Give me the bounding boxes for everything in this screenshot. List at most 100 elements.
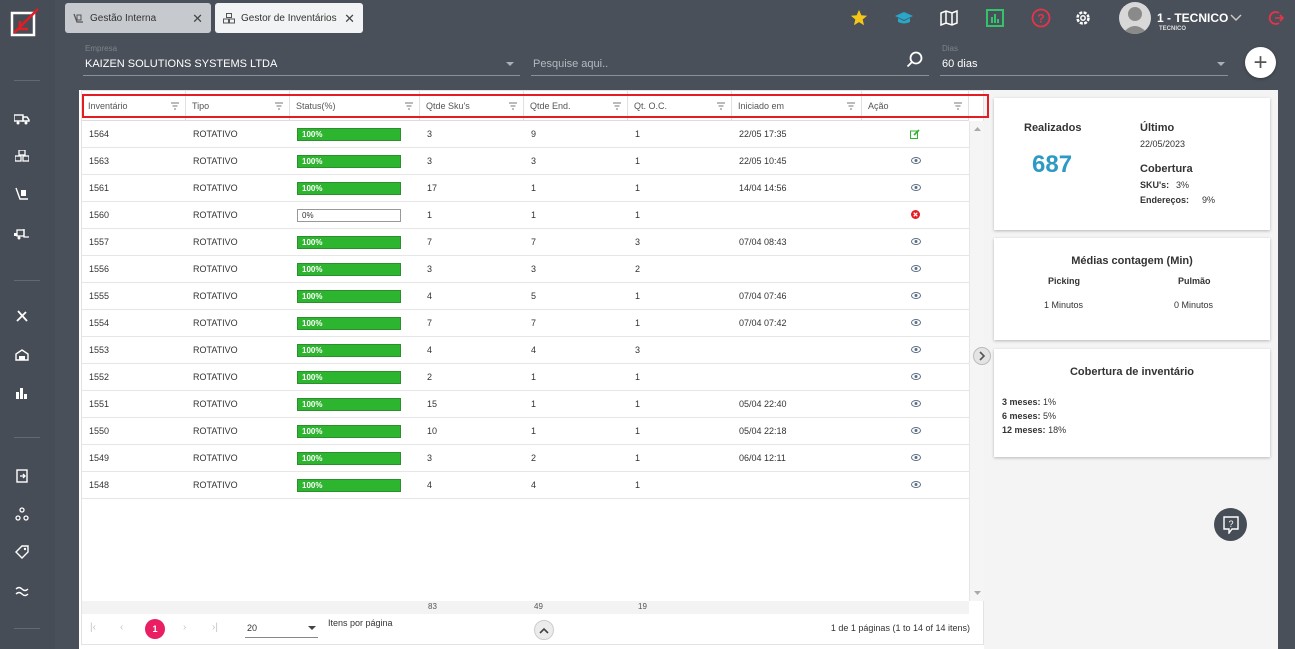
- map-icon[interactable]: [938, 7, 960, 29]
- sidebar-separator: [14, 80, 40, 81]
- close-icon[interactable]: ✕: [344, 11, 355, 26]
- column-header-status[interactable]: Status(%): [290, 91, 420, 121]
- help-circle-icon[interactable]: ?: [1030, 7, 1052, 29]
- caret-down-icon[interactable]: [506, 62, 514, 66]
- table-row[interactable]: 1551 ROTATIVO 15 1 1 05/04 22:40 100%: [82, 391, 969, 418]
- boxes-icon[interactable]: [12, 147, 32, 165]
- tools-icon[interactable]: [12, 307, 32, 325]
- filter-icon[interactable]: [405, 102, 413, 110]
- scroll-up-icon[interactable]: [974, 126, 981, 131]
- table-row[interactable]: 1560 ROTATIVO 1 1 1 0%: [82, 202, 969, 229]
- column-header-tipo[interactable]: Tipo: [186, 91, 290, 121]
- app-logo[interactable]: [8, 5, 42, 39]
- user-role: TECNICO: [1159, 26, 1186, 32]
- cell-inventario: 1560: [89, 210, 110, 220]
- filter-icon[interactable]: [613, 102, 621, 110]
- column-header-acao[interactable]: Ação: [862, 91, 969, 121]
- add-button[interactable]: +: [1245, 47, 1276, 78]
- page-size-select[interactable]: 20: [247, 623, 258, 633]
- avatar[interactable]: [1119, 2, 1151, 34]
- eye-icon[interactable]: [911, 156, 921, 166]
- export-icon[interactable]: [12, 467, 32, 485]
- user-name[interactable]: 1 - TECNICO: [1157, 11, 1229, 25]
- column-header-qtde-skus[interactable]: Qtde Sku's: [420, 91, 524, 121]
- warehouse-icon[interactable]: [12, 346, 32, 364]
- eye-icon[interactable]: [911, 318, 921, 328]
- edit-icon[interactable]: [910, 129, 920, 139]
- network-icon[interactable]: [12, 505, 32, 523]
- cell-tipo: ROTATIVO: [193, 291, 238, 301]
- table-row[interactable]: 1550 ROTATIVO 10 1 1 05/04 22:18 100%: [82, 418, 969, 445]
- eye-icon[interactable]: [911, 453, 921, 463]
- bar-chart-icon[interactable]: [12, 384, 32, 402]
- eye-icon[interactable]: [911, 264, 921, 274]
- search-input[interactable]: Pesquise aqui..: [533, 58, 609, 70]
- close-icon[interactable]: ✕: [192, 11, 203, 26]
- filter-icon[interactable]: [509, 102, 517, 110]
- report-chart-icon[interactable]: [984, 7, 1006, 29]
- tab-gestao-interna[interactable]: Gestão Interna ✕: [65, 3, 211, 33]
- medias-title: Médias contagem (Min): [1071, 255, 1193, 267]
- column-header-qtde-end[interactable]: Qtde End.: [524, 91, 628, 121]
- collapse-up-button[interactable]: [534, 620, 554, 640]
- last-page-icon[interactable]: ›|: [212, 622, 218, 633]
- table-row[interactable]: 1557 ROTATIVO 7 7 3 07/04 08:43 100%: [82, 229, 969, 256]
- filter-icon[interactable]: [717, 102, 725, 110]
- eye-icon[interactable]: [911, 237, 921, 247]
- scroll-down-icon[interactable]: [974, 591, 981, 596]
- logout-icon[interactable]: [1265, 7, 1287, 29]
- flow-icon[interactable]: [12, 582, 32, 600]
- filter-icon[interactable]: [954, 102, 962, 110]
- cell-qt-oc: 1: [635, 453, 641, 463]
- search-icon[interactable]: [906, 51, 924, 69]
- caret-down-icon[interactable]: [1217, 62, 1225, 66]
- table-row[interactable]: 1561 ROTATIVO 17 1 1 14/04 14:56 100%: [82, 175, 969, 202]
- eye-icon[interactable]: [911, 372, 921, 382]
- column-header-iniciado-em[interactable]: Iniciado em: [732, 91, 862, 121]
- column-header-qt-oc[interactable]: Qt. O.C.: [628, 91, 732, 121]
- table-row[interactable]: 1555 ROTATIVO 4 5 1 07/04 07:46 100%: [82, 283, 969, 310]
- eye-icon[interactable]: [911, 399, 921, 409]
- eye-icon[interactable]: [911, 183, 921, 193]
- filter-icon[interactable]: [275, 102, 283, 110]
- table-row[interactable]: 1556 ROTATIVO 3 3 2 100%: [82, 256, 969, 283]
- help-chat-button[interactable]: ?: [1214, 508, 1247, 541]
- prev-page-icon[interactable]: ‹: [120, 622, 124, 633]
- cell-qtde-end: 9: [531, 129, 537, 139]
- table-row[interactable]: 1554 ROTATIVO 7 7 1 07/04 07:42 100%: [82, 310, 969, 337]
- table-row[interactable]: 1548 ROTATIVO 4 4 1 100%: [82, 472, 969, 499]
- eye-icon[interactable]: [911, 480, 921, 490]
- cell-iniciado-em: 07/04 08:43: [739, 237, 787, 247]
- cell-qtde-skus: 2: [427, 372, 433, 382]
- page-number-button[interactable]: 1: [145, 619, 165, 639]
- empresa-select[interactable]: KAIZEN SOLUTIONS SYSTEMS LTDA: [85, 58, 278, 70]
- truck-icon[interactable]: [12, 110, 32, 128]
- table-row[interactable]: 1549 ROTATIVO 3 2 1 06/04 12:11 100%: [82, 445, 969, 472]
- forklift-icon[interactable]: [12, 225, 32, 243]
- tab-gestor-inventarios[interactable]: Gestor de Inventários ✕: [215, 3, 363, 33]
- table-row[interactable]: 1563 ROTATIVO 3 3 1 22/05 10:45 100%: [82, 148, 969, 175]
- gear-icon[interactable]: [1072, 7, 1094, 29]
- caret-down-icon[interactable]: [308, 626, 316, 630]
- first-page-icon[interactable]: |‹: [90, 622, 96, 633]
- filter-icon[interactable]: [171, 102, 179, 110]
- graduation-cap-icon[interactable]: [893, 7, 915, 29]
- cancel-icon[interactable]: [911, 210, 921, 220]
- table-row[interactable]: 1552 ROTATIVO 2 1 1 100%: [82, 364, 969, 391]
- table-row[interactable]: 1553 ROTATIVO 4 4 3 100%: [82, 337, 969, 364]
- expand-panel-button[interactable]: [973, 347, 991, 365]
- next-page-icon[interactable]: ›: [183, 622, 187, 633]
- hand-truck-icon[interactable]: [12, 185, 32, 203]
- chevron-down-icon[interactable]: [1225, 7, 1247, 29]
- column-header-inventario[interactable]: Inventário: [82, 91, 186, 121]
- eye-icon[interactable]: [911, 345, 921, 355]
- tag-icon[interactable]: [12, 543, 32, 561]
- svg-text:?: ?: [1228, 519, 1233, 529]
- eye-icon[interactable]: [911, 291, 921, 301]
- pagination: |‹ ‹ 1 › ›| 20 Itens por página 1 de 1 p…: [82, 614, 985, 646]
- eye-icon[interactable]: [911, 426, 921, 436]
- filter-icon[interactable]: [847, 102, 855, 110]
- table-row[interactable]: 1564 ROTATIVO 3 9 1 22/05 17:35 100%: [82, 121, 969, 148]
- star-icon[interactable]: [848, 7, 870, 29]
- dias-select[interactable]: 60 dias: [942, 58, 978, 70]
